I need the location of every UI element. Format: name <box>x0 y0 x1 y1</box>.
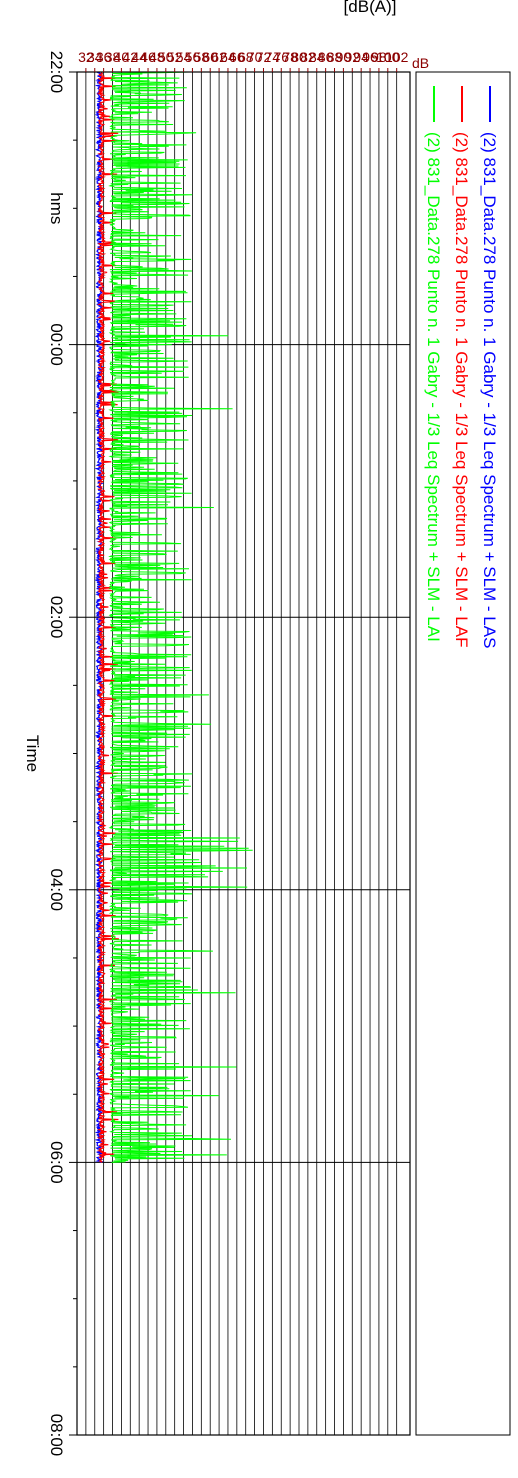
x-unit-label: hms <box>47 192 66 224</box>
y-tick-label: 40 <box>114 49 130 65</box>
x-tick-label: 22:00 <box>47 51 66 94</box>
y-tick-label: 38 <box>105 49 121 65</box>
y-tick-label: 48 <box>149 49 165 65</box>
y-tick-label: 88 <box>327 49 343 65</box>
y-tick-label: 72 <box>256 49 272 65</box>
y-tick-label: 74 <box>265 49 281 65</box>
y-tick-label: 60 <box>202 49 218 65</box>
y-tick-label: 44 <box>131 49 147 65</box>
series-line-2 <box>96 72 119 1163</box>
x-tick-label: 04:00 <box>47 869 66 912</box>
x-tick-labels: 22:00 00:00 02:00 04:00 06:00 08:00 <box>47 51 66 1457</box>
y-tick-label: 52 <box>167 49 183 65</box>
y-tick-label: 34 <box>87 49 103 65</box>
y-tick-label: 94 <box>353 49 369 65</box>
y-tick-label: 102 <box>385 49 409 65</box>
y-tick-label: 32 <box>78 49 94 65</box>
y-tick-label: 62 <box>211 49 227 65</box>
y-tick-label: 100 <box>376 49 400 65</box>
y-unit-label: dB <box>412 55 429 71</box>
grid <box>77 71 410 1436</box>
y-tick-label: 76 <box>273 49 289 65</box>
y-tick-label: 54 <box>176 49 192 65</box>
legend-items: (2) 831_Data.278 Punto n. 1 Gabry - 1/3 … <box>424 86 499 648</box>
y-tick-label: 92 <box>344 49 360 65</box>
y-tick-label: 84 <box>309 49 325 65</box>
y-tick-label: 96 <box>362 49 378 65</box>
legend-label: (2) 831_Data.278 Punto n. 1 Gabry - 1/3 … <box>452 132 471 647</box>
y-tick-label: 98 <box>371 49 387 65</box>
y-tick-label: 66 <box>229 49 245 65</box>
y-tick-label: 68 <box>238 49 254 65</box>
ticks <box>69 68 398 1436</box>
plot-frame <box>76 71 411 1436</box>
series-line-3 <box>108 71 253 1163</box>
y-tick-labels: 3234363840424446485052545658606264666870… <box>78 49 408 65</box>
legend <box>415 71 511 1436</box>
legend-label: (2) 831_Data.278 Punto n. 1 Gabry - 1/3 … <box>480 132 499 648</box>
x-axis-title: Time <box>23 735 42 772</box>
y-tick-label: 78 <box>282 49 298 65</box>
x-tick-label: 02:00 <box>47 596 66 639</box>
y-tick-label: 80 <box>291 49 307 65</box>
y-tick-label: 86 <box>318 49 334 65</box>
x-tick-label: 06:00 <box>47 1141 66 1184</box>
y-tick-label: 82 <box>300 49 316 65</box>
y-tick-label: 42 <box>122 49 138 65</box>
x-tick-label: 08:00 <box>47 1414 66 1457</box>
y-tick-label: 90 <box>336 49 352 65</box>
y-tick-label: 46 <box>140 49 156 65</box>
x-tick-label: 00:00 <box>47 323 66 366</box>
y-tick-label: 64 <box>220 49 236 65</box>
y-tick-label: 50 <box>158 49 174 65</box>
y-tick-label: 56 <box>185 49 201 65</box>
y-axis-title: [dB(A)] <box>344 0 397 16</box>
y-tick-label: 58 <box>194 49 210 65</box>
y-tick-label: 70 <box>247 49 263 65</box>
y-tick-label: 36 <box>96 49 112 65</box>
legend-label: (2) 831_Data.278 Punto n. 1 Gabry - 1/3 … <box>424 132 443 642</box>
series-layer <box>94 71 253 1163</box>
